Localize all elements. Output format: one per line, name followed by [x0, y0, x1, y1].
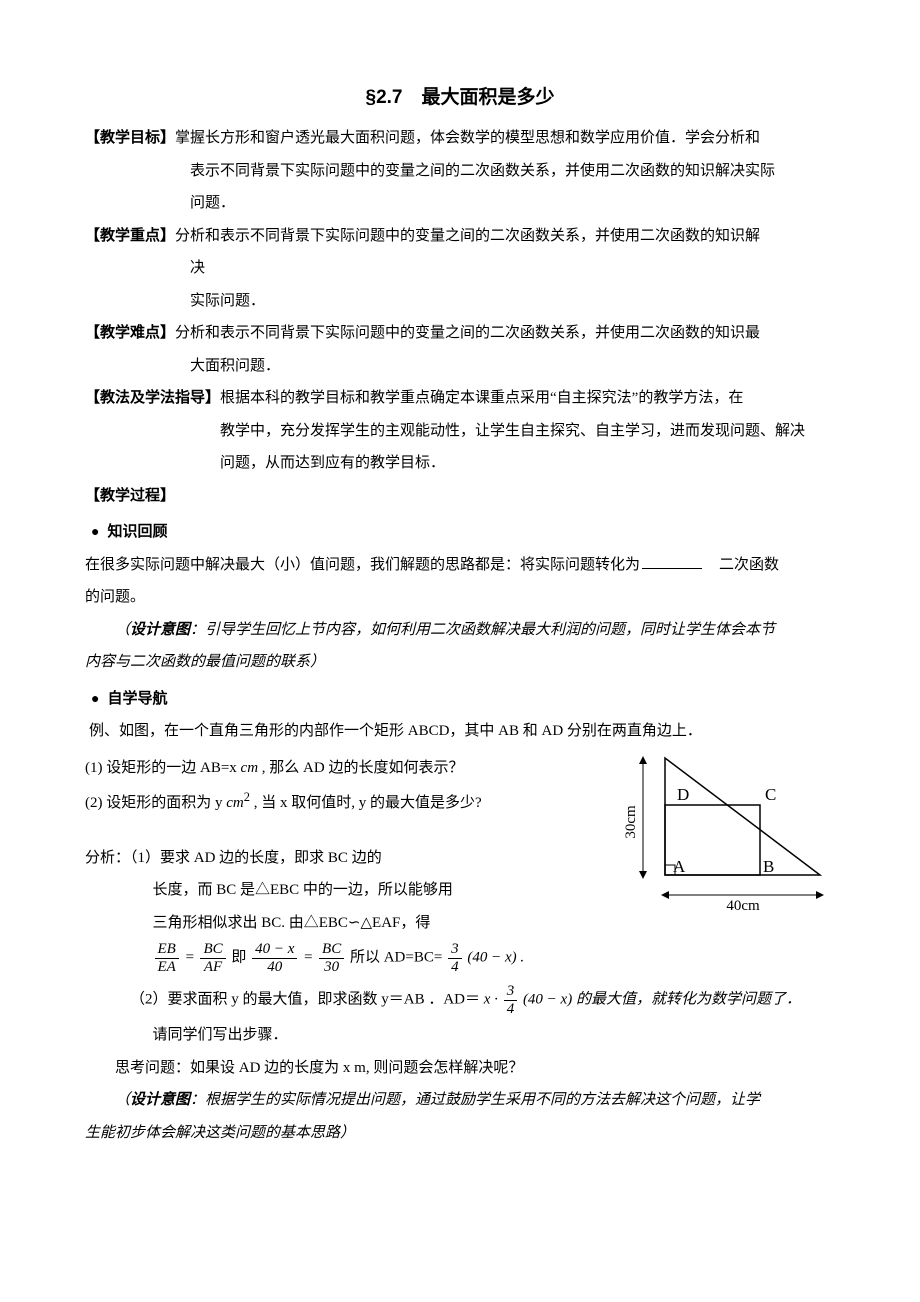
- frac-num: BC: [200, 941, 225, 959]
- goal-line2: 表示不同背景下实际问题中的变量之间的二次函数关系，并使用二次函数的知识解决实际: [85, 157, 835, 186]
- bullet-icon: ●: [91, 520, 99, 547]
- review-p1-text: 在很多实际问题中解决最大（小）值问题，我们解题的思路都是：将实际问题转化为: [85, 557, 640, 573]
- think-question: 思考问题：如果设 AD 边的长度为 x m, 则问题会怎样解决呢？: [85, 1054, 835, 1083]
- difficulty-line1: 【教学难点】分析和表示不同背景下实际问题中的变量之间的二次函数关系，并使用二次函…: [85, 319, 835, 348]
- method-text-1: 根据本科的教学目标和教学重点确定本课重点采用“自主探究法”的教学方法，在: [220, 390, 743, 406]
- frac-den: AF: [200, 959, 225, 976]
- eq-suffix: 所以 AD=BC=: [350, 950, 442, 966]
- selfstudy-design: （设计意图：根据学生的实际情况提出问题，通过鼓励学生采用不同的方法去解决这个问题…: [85, 1086, 835, 1115]
- review-heading: 知识回顾: [107, 518, 167, 547]
- frac-40x-40: 40 − x40: [252, 941, 297, 975]
- selfstudy-design2: 生能初步体会解决这类问题的基本思路）: [85, 1119, 835, 1148]
- label-B: B: [763, 857, 774, 876]
- review-p1-after: 二次函数: [704, 557, 779, 573]
- goal-line3: 问题．: [85, 189, 835, 218]
- frac-den: 4: [448, 959, 462, 976]
- selfstudy-bullet-row: ● 自学导航: [85, 685, 835, 714]
- review-design2: 内容与二次函数的最值问题的联系）: [85, 648, 835, 677]
- keypoint-text-1: 分析和表示不同背景下实际问题中的变量之间的二次函数关系，并使用二次函数的知识解: [175, 228, 760, 244]
- frac-3-4: 34: [448, 941, 462, 975]
- selfstudy-heading: 自学导航: [107, 685, 167, 714]
- frac-num: 3: [448, 941, 462, 959]
- bullet-icon: ●: [91, 687, 99, 714]
- design-intent-label: 设计意图: [130, 622, 190, 638]
- analysis-1-text1: （1）要求 AD 边的长度，即求 BC 边的: [130, 850, 382, 866]
- frac-eb-ea: EBEA: [155, 941, 179, 975]
- eq-mid-1: 即: [231, 950, 250, 966]
- frac-num: 3: [504, 983, 518, 1001]
- method-line2: 教学中，充分发挥学生的主观能动性，让学生自主探究、自主学习，进而发现问题、解决: [85, 417, 835, 446]
- method-label: 【教法及学法指导】: [85, 390, 220, 406]
- analysis-label: 分析：: [85, 850, 130, 866]
- frac-den: 4: [504, 1001, 518, 1018]
- review-p2: 的问题。: [85, 583, 835, 612]
- question-1: (1) 设矩形的一边 AB=x cm , 那么 AD 边的长度如何表示？: [85, 754, 595, 783]
- keypoint-label: 【教学重点】: [85, 228, 175, 244]
- goal-line1: 【教学目标】掌握长方形和窗户透光最大面积问题，体会数学的模型思想和数学应用价值．…: [85, 124, 835, 153]
- frac-bc-30: BC30: [319, 941, 344, 975]
- method-line3: 问题，从而达到应有的教学目标．: [85, 449, 835, 478]
- review-p1: 在很多实际问题中解决最大（小）值问题，我们解题的思路都是：将实际问题转化为 二次…: [85, 551, 835, 580]
- keypoint-line2: 决: [85, 254, 835, 283]
- label-C: C: [765, 785, 776, 804]
- fill-blank: [642, 568, 702, 569]
- analysis-1-l3: 三角形相似求出 BC. 由△EBC∽△EAF，得: [85, 909, 595, 938]
- frac-3-4-b: 34: [504, 983, 518, 1017]
- frac-bc-af: BCAF: [200, 941, 225, 975]
- frac-den: 30: [319, 959, 344, 976]
- frac-num: EB: [155, 941, 179, 959]
- review-bullet-row: ● 知识回顾: [85, 518, 835, 547]
- example-intro: 例、如图，在一个直角三角形的内部作一个矩形 ABCD，其中 AB 和 AD 分别…: [89, 717, 835, 746]
- difficulty-line2: 大面积问题．: [85, 352, 835, 381]
- frac-num: BC: [319, 941, 344, 959]
- difficulty-label: 【教学难点】: [85, 325, 175, 341]
- question-2: (2) 设矩形的面积为 y cm2 , 当 x 取何值时, y 的最大值是多少?: [85, 786, 595, 818]
- keypoint-line1: 【教学重点】分析和表示不同背景下实际问题中的变量之间的二次函数关系，并使用二次函…: [85, 222, 835, 251]
- goal-label: 【教学目标】: [85, 130, 175, 146]
- goal-text-1: 掌握长方形和窗户透光最大面积问题，体会数学的模型思想和数学应用价值．学会分析和: [175, 130, 760, 146]
- analysis-2-l2: 请同学们写出步骤．: [85, 1021, 835, 1050]
- a2-pre: （2）要求面积 y 的最大值，即求函数 y＝AB ．AD＝: [130, 992, 480, 1008]
- triangle-figure: 30cm 40cm D C A B: [605, 750, 835, 931]
- dim-30cm: 30cm: [623, 805, 639, 839]
- process-label-text: 【教学过程】: [85, 488, 175, 504]
- review-design: （设计意图：引导学生回忆上节内容，如何利用二次函数解决最大利润的问题，同时让学生…: [85, 616, 835, 645]
- analysis-1-l1: 分析：（1）要求 AD 边的长度，即求 BC 边的: [85, 844, 595, 873]
- difficulty-text-1: 分析和表示不同背景下实际问题中的变量之间的二次函数关系，并使用二次函数的知识最: [175, 325, 760, 341]
- figure-svg: 30cm 40cm D C A B: [605, 750, 835, 920]
- keypoint-line3: 实际问题．: [85, 287, 835, 316]
- page-title: §2.7 最大面积是多少: [85, 80, 835, 116]
- dim-40cm: 40cm: [726, 898, 760, 914]
- label-A: A: [673, 857, 686, 876]
- a2-post: (40 − x) 的最大值，就转化为数学问题了．: [523, 992, 801, 1008]
- frac-num: 40 − x: [252, 941, 297, 959]
- label-D: D: [677, 785, 689, 804]
- analysis-2-l1: （2）要求面积 y 的最大值，即求函数 y＝AB ．AD＝ x · 34 (40…: [130, 983, 835, 1017]
- method-line1: 【教法及学法指导】根据本科的教学目标和教学重点确定本课重点采用“自主探究法”的教…: [85, 384, 835, 413]
- design-intent-label: 设计意图: [130, 1092, 190, 1108]
- frac-den: EA: [155, 959, 179, 976]
- analysis-1-eq: EBEA = BCAF 即 40 − x40 = BC30 所以 AD=BC= …: [85, 941, 595, 975]
- analysis-1-l2: 长度，而 BC 是△EBC 中的一边，所以能够用: [85, 876, 595, 905]
- eq-tail: (40 − x) .: [467, 950, 524, 966]
- frac-den: 40: [252, 959, 297, 976]
- process-label: 【教学过程】: [85, 482, 835, 511]
